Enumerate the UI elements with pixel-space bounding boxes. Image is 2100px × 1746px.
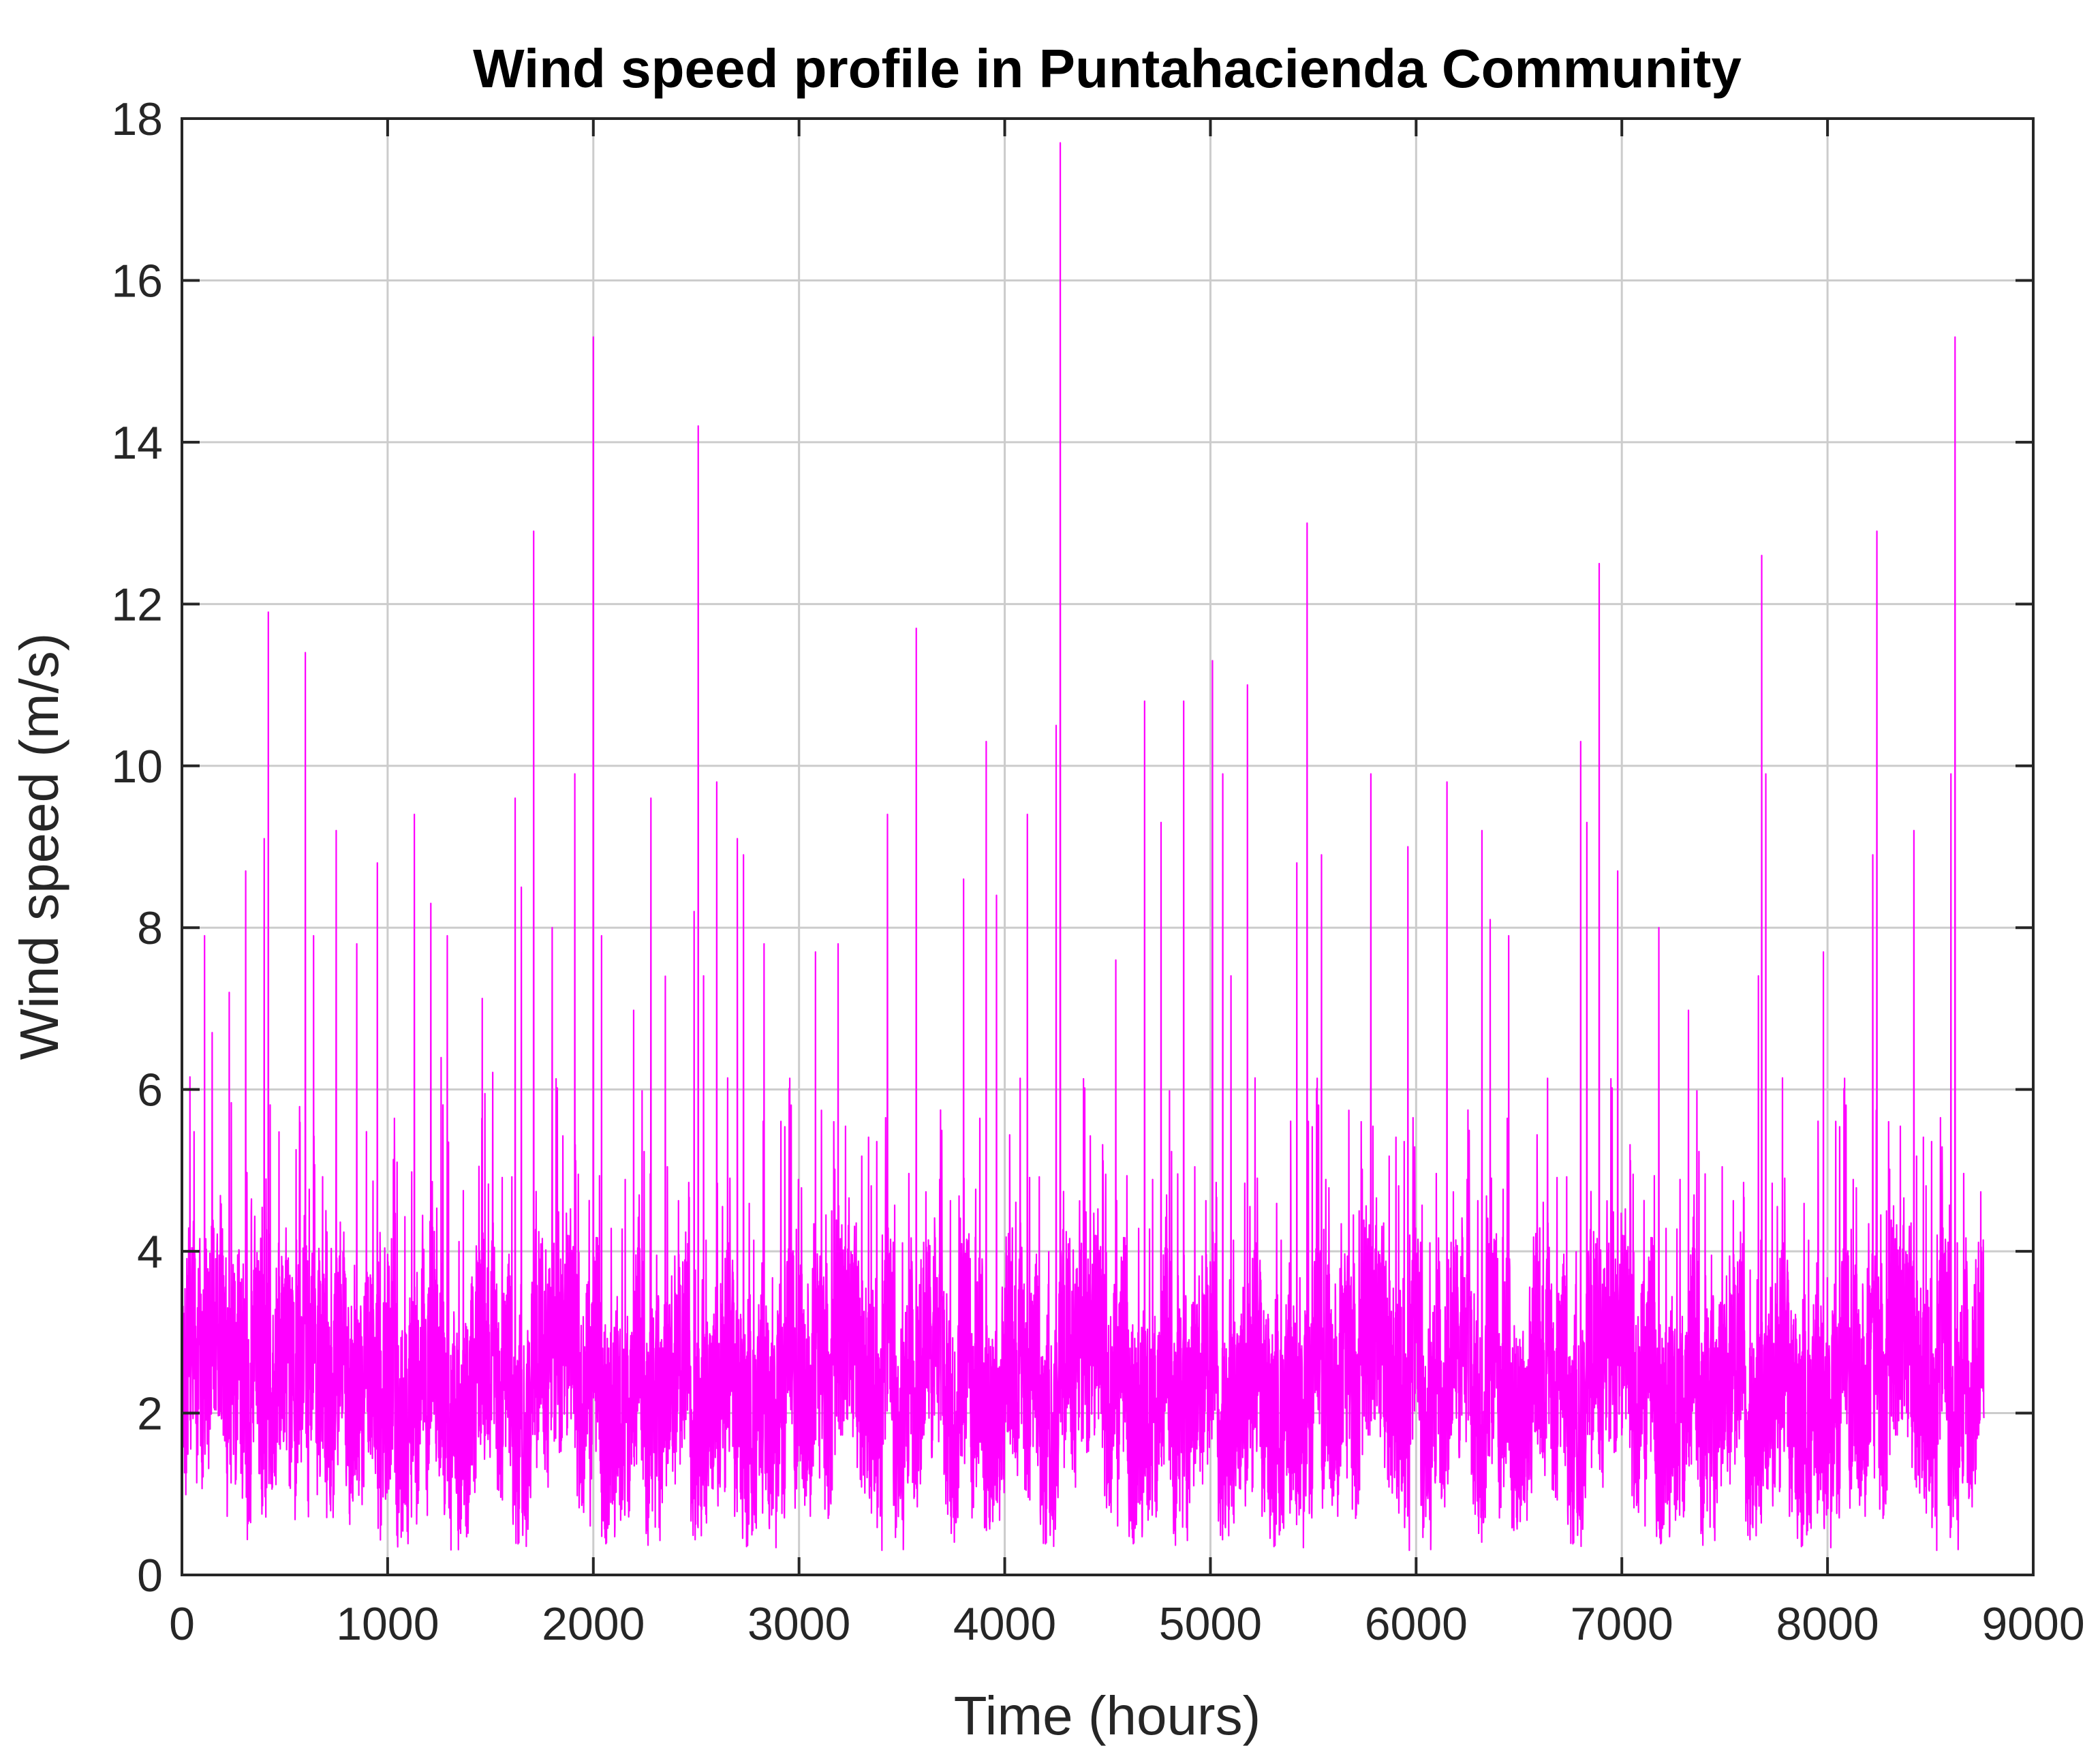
x-tick-label: 4000 [953, 1598, 1056, 1650]
y-tick-label: 14 [111, 417, 163, 469]
x-tick-label: 5000 [1159, 1598, 1262, 1650]
x-tick-labels: 0 1000 2000 3000 4000 5000 6000 7000 8000 9000 [169, 1598, 2085, 1650]
axes-frame [181, 117, 2035, 1576]
y-tick-label: 6 [137, 1065, 163, 1116]
chart-title: Wind speed profile in Puntahacienda Comm… [473, 38, 1742, 99]
series-layer [181, 142, 1985, 1551]
x-tick-label: 6000 [1365, 1598, 1468, 1650]
y-tick-labels: 0 2 4 6 8 10 12 14 16 18 [111, 93, 163, 1602]
y-tick-label: 2 [137, 1388, 163, 1440]
y-tick-label: 16 [111, 255, 163, 307]
y-tick-label: 4 [137, 1226, 163, 1278]
x-tick-label: 8000 [1776, 1598, 1879, 1650]
y-tick-label: 0 [137, 1550, 163, 1602]
y-tick-label: 10 [111, 741, 163, 793]
y-tick-label: 18 [111, 93, 163, 145]
tick-marks [181, 117, 2035, 1576]
x-axis-label: Time (hours) [954, 1685, 1261, 1746]
series-line [181, 142, 1985, 1551]
y-tick-label: 12 [111, 579, 163, 630]
x-tick-label: 0 [169, 1598, 195, 1650]
x-tick-label: 1000 [336, 1598, 439, 1650]
y-axis-label: Wind speed (m/s) [9, 633, 70, 1060]
x-tick-label: 2000 [542, 1598, 645, 1650]
x-tick-label: 9000 [1981, 1598, 2084, 1650]
x-tick-label: 7000 [1571, 1598, 1673, 1650]
x-tick-label: 3000 [747, 1598, 850, 1650]
y-tick-label: 8 [137, 902, 163, 954]
